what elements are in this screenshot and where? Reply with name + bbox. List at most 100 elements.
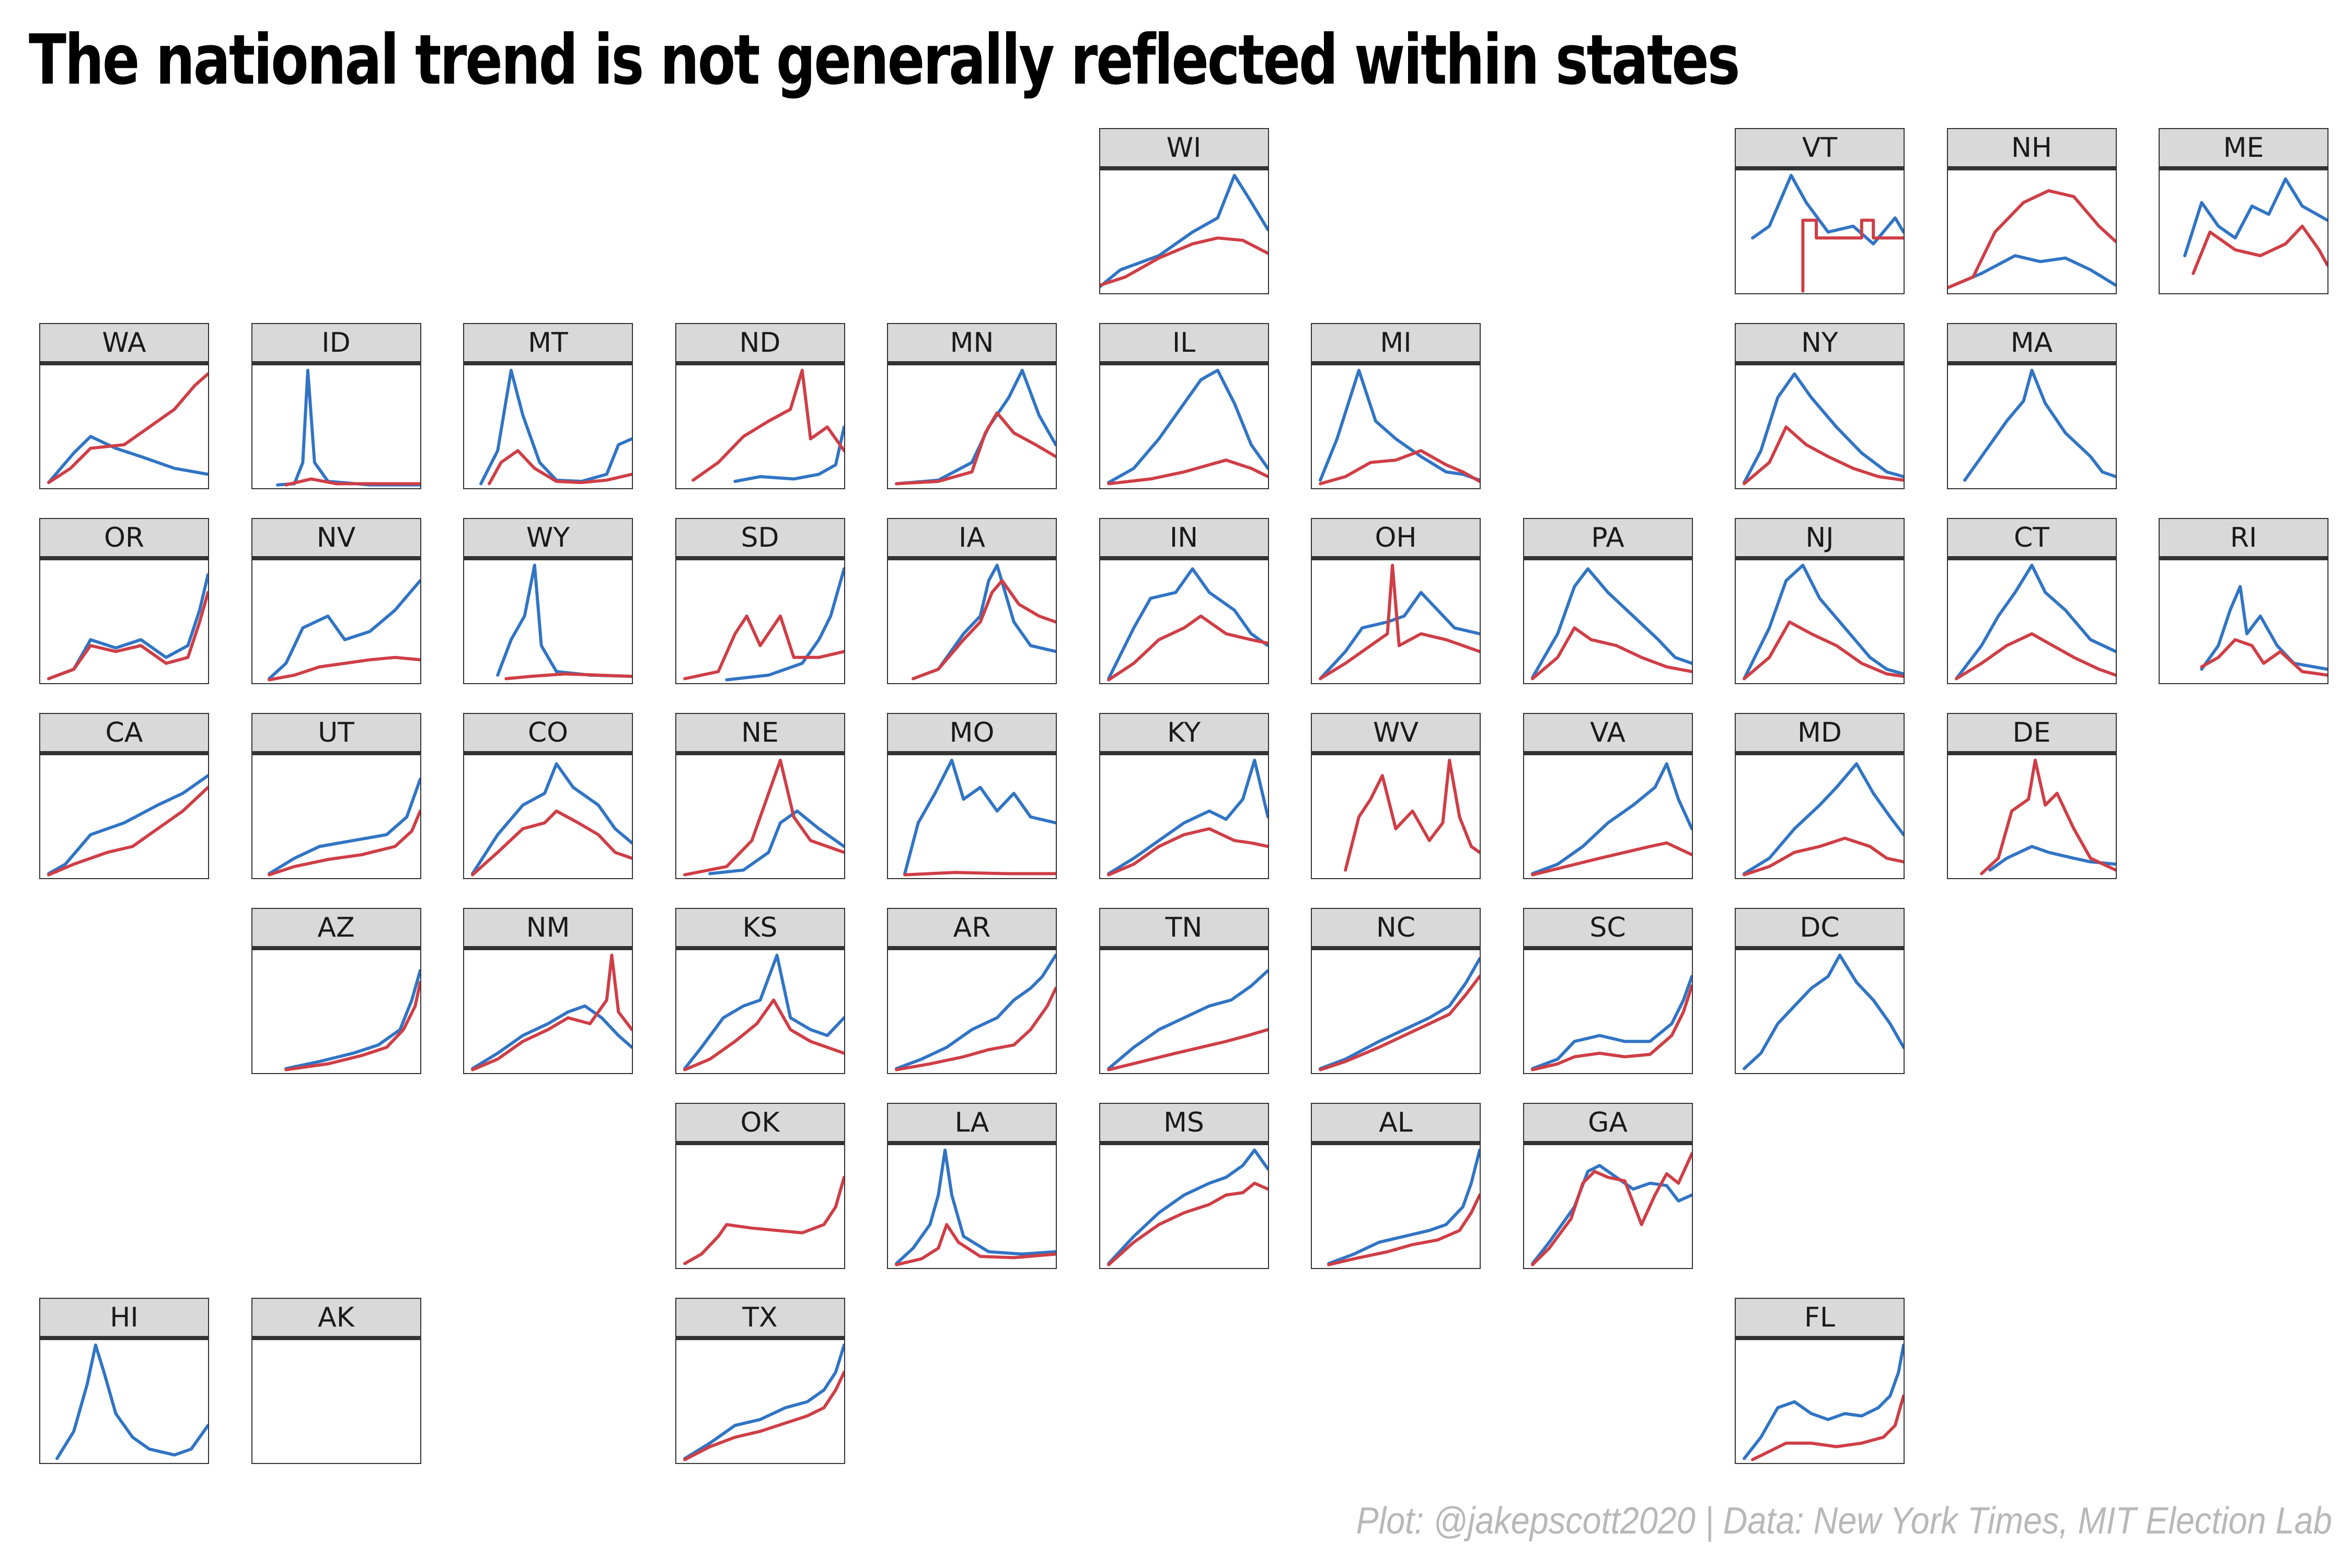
red-series-line bbox=[47, 786, 208, 877]
red-series-line bbox=[1751, 1394, 1904, 1461]
blue-series-line bbox=[895, 953, 1056, 1070]
panel-svg bbox=[47, 774, 208, 877]
red-series-line bbox=[1530, 841, 1692, 877]
panel-svg bbox=[252, 1340, 420, 1463]
panel-md: MD bbox=[1735, 713, 1905, 879]
strip-label: MS bbox=[1163, 1107, 1204, 1138]
blue-series-line bbox=[284, 969, 420, 1070]
panel-mt: MT bbox=[463, 323, 633, 489]
panel-sc: SC bbox=[1523, 908, 1693, 1074]
strip bbox=[1099, 323, 1269, 364]
panel-svg bbox=[471, 762, 632, 877]
strip-divider bbox=[1099, 556, 1269, 560]
strip bbox=[1735, 1298, 1905, 1339]
red-series-line bbox=[267, 809, 420, 877]
blue-series-line bbox=[1743, 1343, 1904, 1460]
strip-label: NJ bbox=[1805, 522, 1834, 554]
strip-divider bbox=[463, 751, 633, 755]
strip bbox=[1523, 518, 1693, 559]
red-series-line bbox=[1979, 758, 2116, 875]
red-series-line bbox=[1106, 1181, 1268, 1266]
strip bbox=[251, 713, 421, 754]
strip-divider bbox=[1735, 946, 1905, 950]
strip-label: NV bbox=[316, 522, 356, 554]
panel-svg bbox=[903, 758, 1056, 877]
red-series-line bbox=[1947, 189, 2116, 290]
plot-area bbox=[39, 1340, 209, 1464]
strip-divider bbox=[1099, 751, 1269, 755]
strip-label: MD bbox=[1797, 717, 1842, 748]
panel-nc: NC bbox=[1311, 908, 1481, 1074]
plot-area bbox=[39, 560, 209, 684]
plot-area bbox=[251, 365, 421, 489]
strip-divider bbox=[1523, 1141, 1693, 1145]
strip-divider bbox=[39, 556, 209, 560]
red-series-line bbox=[47, 372, 208, 485]
panel-svg bbox=[895, 953, 1056, 1071]
plot-area bbox=[887, 950, 1057, 1074]
strip bbox=[39, 713, 209, 754]
strip bbox=[1735, 323, 1905, 364]
blue-series-line bbox=[1319, 957, 1480, 1070]
strip bbox=[1523, 1103, 1693, 1144]
blue-series-line bbox=[471, 1004, 632, 1070]
blue-series-line bbox=[496, 563, 632, 678]
blue-series-line bbox=[55, 1343, 208, 1460]
strip-label: NH bbox=[2011, 132, 2052, 164]
red-series-line bbox=[1801, 218, 1904, 293]
panel-ct: CT bbox=[1946, 518, 2117, 684]
blue-series-line bbox=[2183, 177, 2327, 258]
panel-or: OR bbox=[39, 518, 209, 684]
strip bbox=[39, 323, 209, 364]
red-series-line bbox=[1530, 1152, 1692, 1266]
blue-series-line bbox=[1963, 368, 2116, 482]
plot-area bbox=[1099, 170, 1269, 294]
blue-series-line bbox=[267, 579, 420, 681]
blue-series-line bbox=[1743, 372, 1904, 485]
panel-nh: NH bbox=[1946, 128, 2117, 294]
strip bbox=[463, 323, 633, 364]
strip bbox=[251, 323, 421, 364]
blue-series-line bbox=[1751, 174, 1904, 246]
strip-divider bbox=[1735, 1336, 1905, 1340]
strip bbox=[1735, 908, 1905, 949]
blue-series-line bbox=[895, 1148, 1056, 1265]
panel-svg bbox=[1319, 957, 1480, 1071]
strip-label: MT bbox=[528, 327, 568, 359]
strip-label: OH bbox=[1375, 522, 1417, 554]
red-series-line bbox=[895, 1223, 1056, 1266]
plot-area bbox=[39, 755, 209, 879]
blue-series-line bbox=[1319, 591, 1480, 681]
strip-label: KS bbox=[742, 912, 778, 943]
plot-area bbox=[1946, 365, 2117, 489]
red-series-line bbox=[2192, 224, 2327, 275]
strip bbox=[1946, 518, 2117, 559]
red-series-line bbox=[2200, 638, 2327, 677]
red-series-line bbox=[1319, 563, 1480, 681]
plot-area bbox=[39, 365, 209, 489]
panel-svg bbox=[683, 567, 844, 682]
red-series-line bbox=[895, 411, 1056, 486]
panel-svg bbox=[1743, 372, 1904, 486]
red-series-line bbox=[1530, 626, 1692, 681]
blue-series-line bbox=[1954, 563, 2116, 681]
panel-pa: PA bbox=[1523, 518, 1693, 684]
red-series-line bbox=[1327, 1193, 1480, 1266]
panel-hi: HI bbox=[39, 1298, 209, 1464]
plot-area bbox=[1099, 950, 1269, 1074]
panel-ca: CA bbox=[39, 713, 209, 879]
panel-wy: WY bbox=[463, 518, 633, 684]
strip bbox=[1946, 128, 2117, 169]
strip bbox=[1946, 713, 2117, 754]
red-series-line bbox=[284, 477, 420, 487]
blue-series-line bbox=[1743, 563, 1904, 681]
plot-area bbox=[1735, 755, 1905, 879]
plot-area bbox=[887, 560, 1057, 684]
strip bbox=[463, 713, 633, 754]
panel-svg bbox=[471, 953, 632, 1071]
panel-mo: MO bbox=[887, 713, 1057, 879]
panel-nv: NV bbox=[251, 518, 421, 684]
strip bbox=[2159, 518, 2328, 559]
blue-series-line bbox=[1530, 1163, 1692, 1265]
blue-series-line bbox=[1319, 368, 1480, 482]
